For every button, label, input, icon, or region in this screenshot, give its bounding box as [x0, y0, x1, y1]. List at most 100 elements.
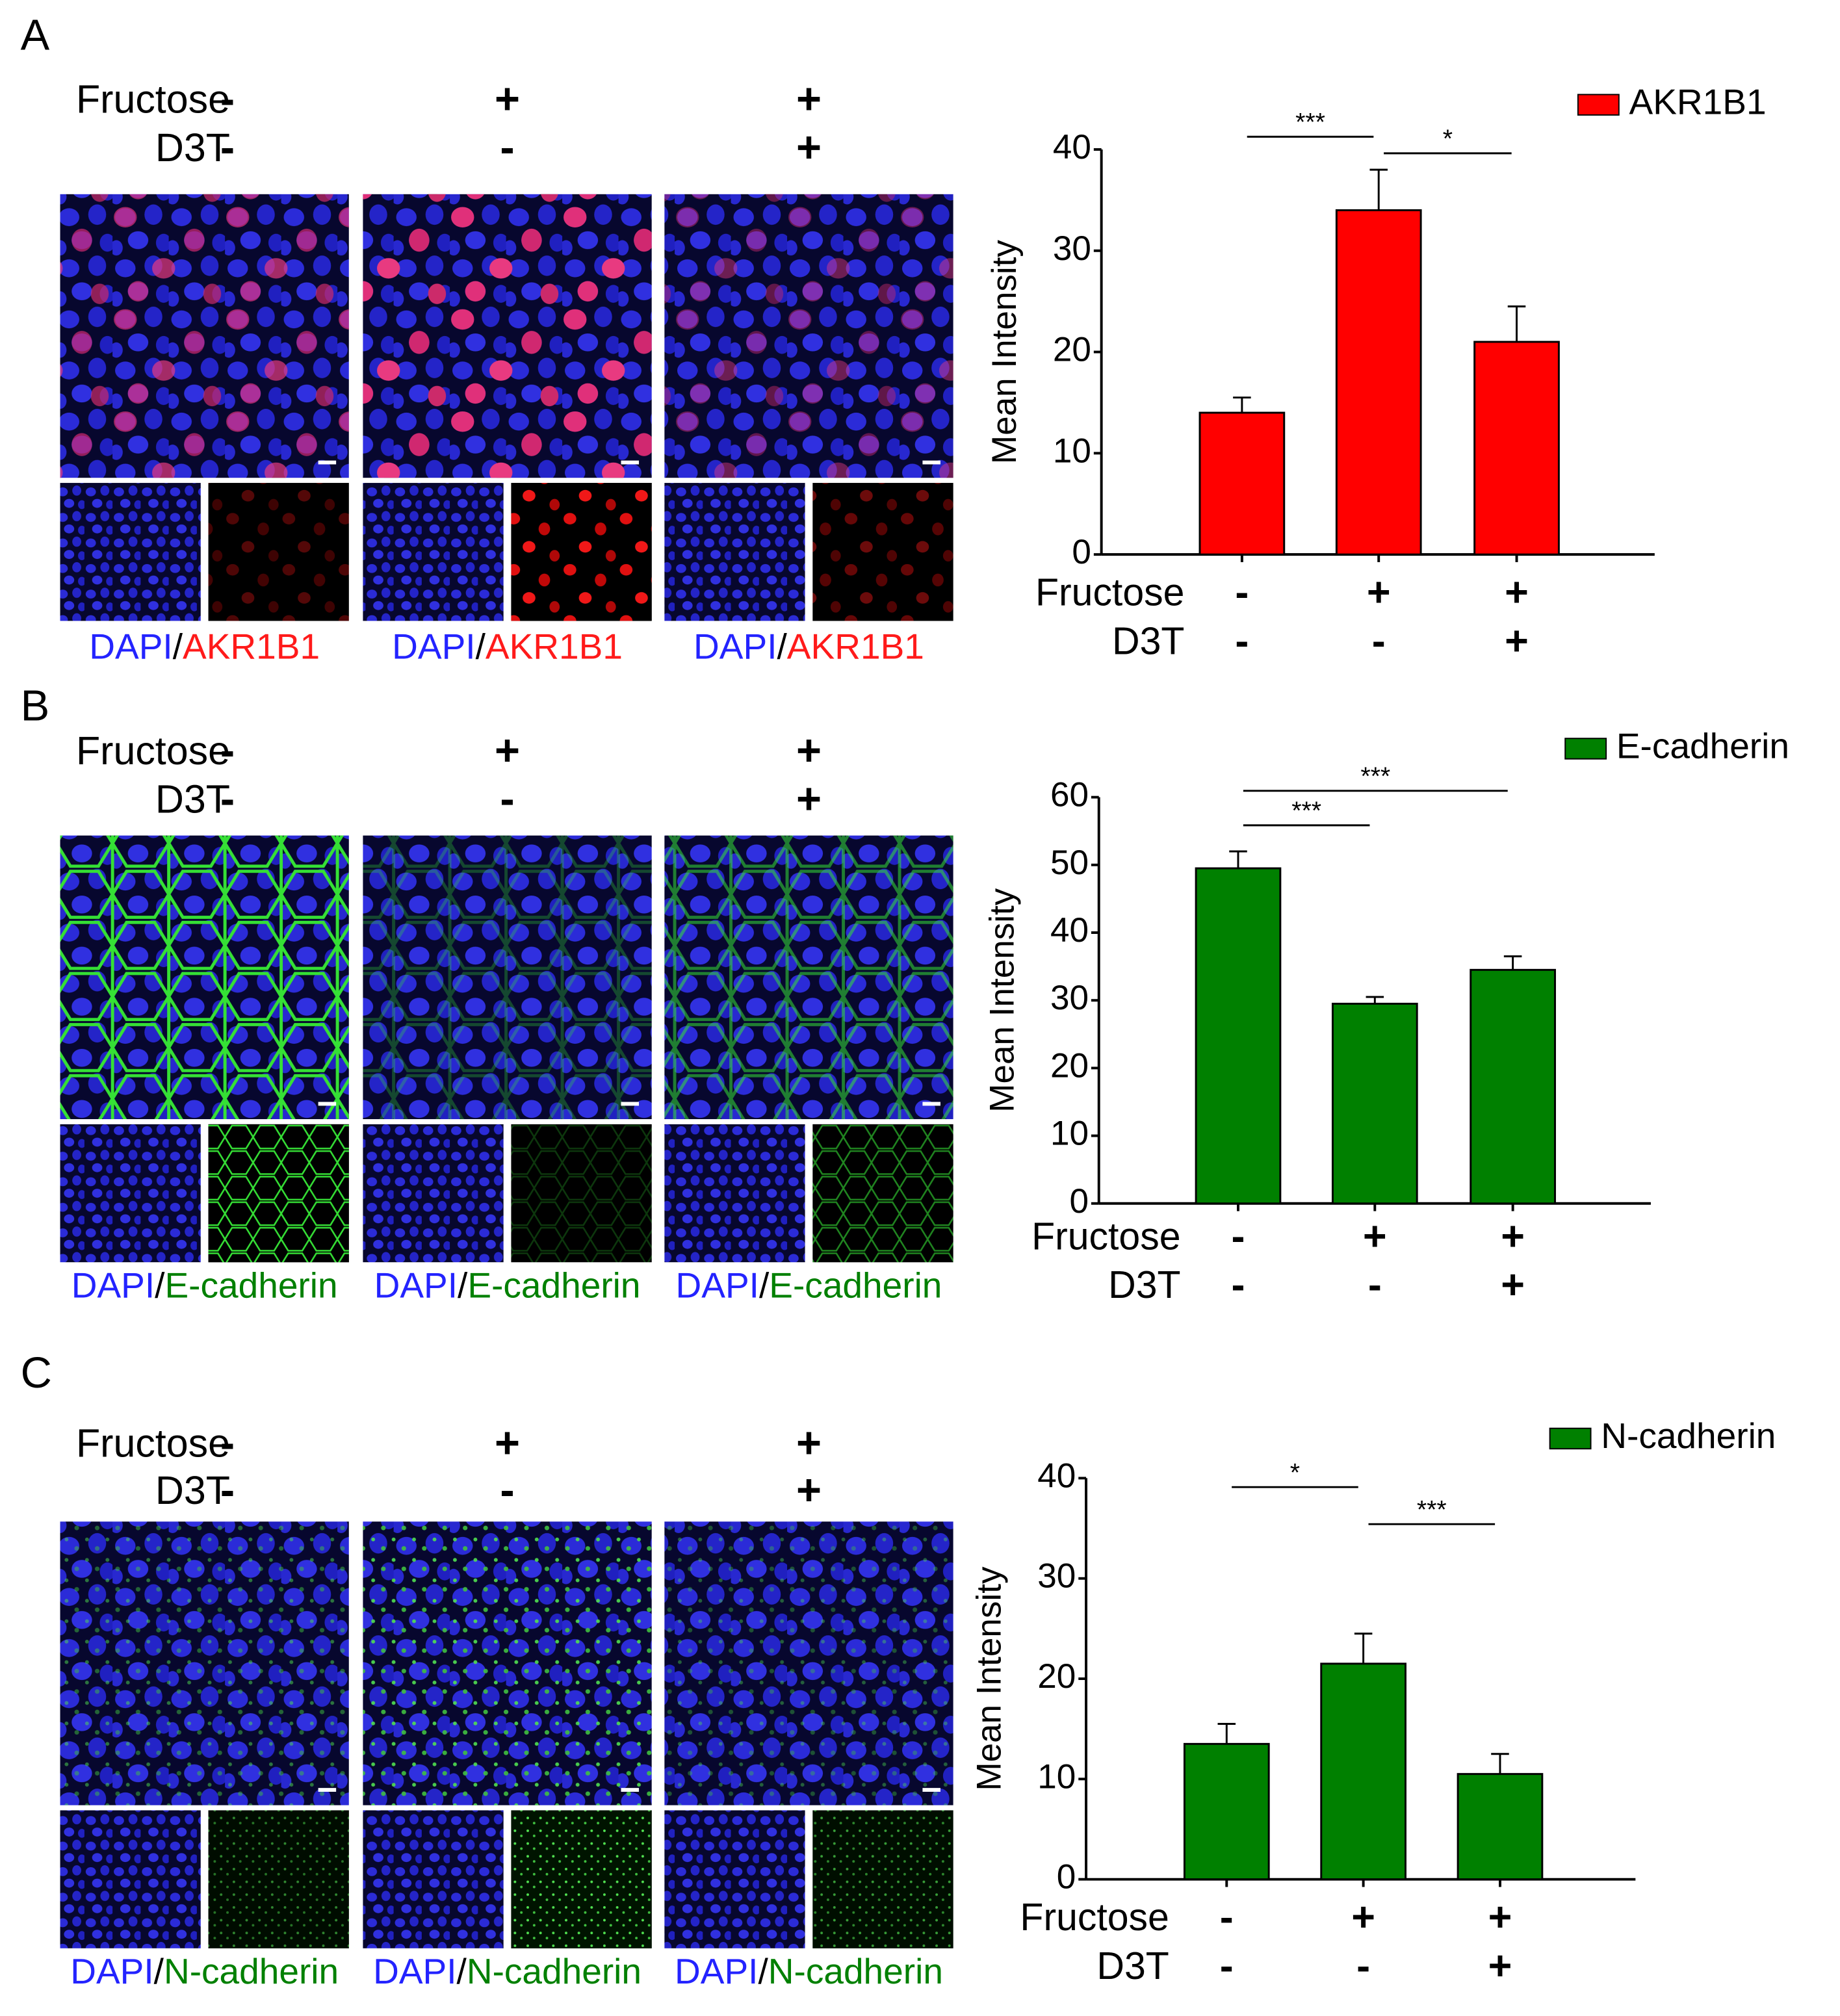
caption-part: / [457, 1951, 467, 1991]
condition-sign: - [220, 775, 235, 823]
caption: DAPI/AKR1B1 [89, 626, 320, 666]
y-tick-label: 40 [1037, 1456, 1076, 1495]
micrograph-dapi [60, 483, 201, 621]
caption-part: E-cadherin [467, 1265, 640, 1305]
condition-sign: - [220, 1467, 235, 1515]
x-condition-sign: - [1372, 618, 1386, 664]
x-condition-sign: + [1501, 1262, 1525, 1308]
condition-sign: + [495, 1419, 520, 1467]
micrograph-overlay [363, 835, 652, 1120]
micrograph-stain [812, 483, 953, 621]
x-condition-sign: + [1363, 1213, 1387, 1259]
micrograph-overlay [664, 1521, 953, 1805]
bar [1457, 1773, 1544, 1881]
condition-sign: - [220, 727, 235, 775]
legend-swatch [1577, 94, 1620, 116]
x-condition-sign: - [1220, 1894, 1234, 1940]
legend-label: AKR1B1 [1629, 82, 1767, 122]
x-condition-label: Fructose [1020, 1896, 1169, 1939]
micrograph-stain [208, 483, 349, 621]
caption: DAPI/N-cadherin [675, 1951, 943, 1991]
condition-sign: + [495, 75, 520, 123]
y-tick-label: 10 [1037, 1757, 1076, 1796]
significance-label: *** [1417, 1495, 1447, 1524]
caption-part: AKR1B1 [486, 626, 623, 666]
x-condition-label: D3T [1112, 620, 1184, 662]
micrograph-dapi [363, 483, 504, 621]
bar [1473, 341, 1560, 556]
micrograph-dapi [664, 1810, 805, 1948]
micrograph-stain [208, 1810, 349, 1948]
caption-part: DAPI [70, 1951, 153, 1991]
caption-part: / [458, 1265, 468, 1305]
micrograph-overlay [60, 194, 349, 478]
micrograph-overlay [60, 835, 349, 1120]
x-condition-label: Fructose [1031, 1215, 1180, 1258]
caption-part: / [759, 1265, 770, 1305]
micrograph-dapi [363, 1810, 504, 1948]
condition-sign: - [500, 775, 514, 823]
x-condition-label: Fructose [1035, 572, 1184, 614]
caption-part: DAPI [89, 626, 172, 666]
micrograph-dapi [664, 483, 805, 621]
condition-sign: + [796, 727, 822, 775]
legend-label: N-cadherin [1601, 1415, 1776, 1456]
caption-part: / [758, 1951, 768, 1991]
bar [1199, 411, 1286, 556]
caption: DAPI/E-cadherin [676, 1265, 942, 1305]
caption-part: AKR1B1 [183, 626, 320, 666]
bar [1195, 867, 1282, 1205]
bar [1331, 1002, 1418, 1205]
significance-label: *** [1360, 762, 1390, 791]
condition-sign: - [220, 124, 235, 172]
condition-label: Fructose [76, 1421, 230, 1465]
y-axis-label: Mean Intensity [983, 888, 1021, 1113]
condition-sign: - [220, 75, 235, 123]
y-axis-label: Mean Intensity [970, 1566, 1009, 1791]
caption-part: DAPI [373, 1951, 456, 1991]
caption-part: E-cadherin [769, 1265, 942, 1305]
condition-label: Fructose [76, 77, 230, 121]
bar [1335, 209, 1422, 556]
micrograph-overlay [664, 835, 953, 1120]
caption-part: / [173, 626, 183, 666]
y-tick-label: 20 [1053, 331, 1091, 369]
y-tick-label: 60 [1050, 776, 1089, 814]
y-tick-label: 40 [1053, 128, 1091, 166]
condition-sign: - [500, 124, 514, 172]
caption-part: DAPI [71, 1265, 155, 1305]
micrograph-overlay [664, 194, 953, 478]
bar [1183, 1742, 1270, 1881]
x-condition-sign: + [1367, 570, 1391, 615]
caption-part: / [777, 626, 788, 666]
caption-part: N-cadherin [467, 1951, 641, 1991]
micrograph-stain [511, 1124, 652, 1263]
caption-part: DAPI [392, 626, 475, 666]
caption-part: / [476, 626, 486, 666]
caption: DAPI/E-cadherin [374, 1265, 641, 1305]
caption: DAPI/AKR1B1 [392, 626, 623, 666]
condition-label: D3T [155, 777, 230, 821]
significance-label: *** [1291, 797, 1321, 825]
micrograph-stain [511, 1810, 652, 1948]
bar [1470, 968, 1556, 1205]
y-tick-label: 30 [1037, 1557, 1076, 1596]
micrograph-stain [812, 1810, 953, 1948]
y-tick-label: 0 [1069, 1182, 1089, 1221]
condition-label: D3T [155, 125, 230, 170]
caption-part: E-cadherin [164, 1265, 337, 1305]
condition-sign: + [796, 75, 822, 123]
y-tick-label: 20 [1037, 1657, 1076, 1696]
caption-part: DAPI [693, 626, 777, 666]
y-axis-label: Mean Intensity [985, 240, 1024, 465]
micrograph-dapi [60, 1810, 201, 1948]
legend-swatch [1564, 738, 1607, 760]
x-condition-sign: + [1505, 570, 1529, 615]
micrograph-dapi [60, 1124, 201, 1263]
x-condition-sign: - [1232, 1213, 1245, 1259]
micrograph-overlay [363, 1521, 652, 1805]
panel-letter: C [21, 1349, 52, 1397]
condition-sign: + [796, 1467, 822, 1515]
micrograph-dapi [363, 1124, 504, 1263]
